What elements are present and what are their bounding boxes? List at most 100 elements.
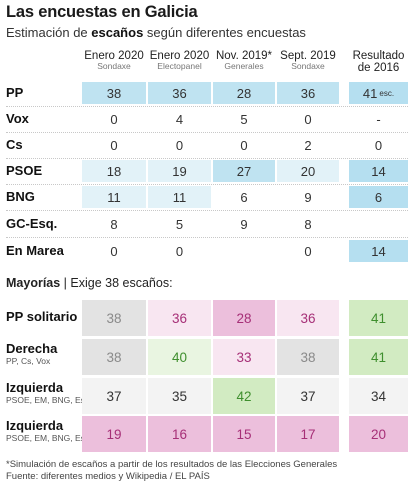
cell-value: 28 bbox=[236, 85, 252, 101]
cell-value: 36 bbox=[172, 85, 187, 101]
cell-value: 40 bbox=[171, 349, 188, 365]
cell-value: 16 bbox=[171, 426, 188, 442]
table-cell bbox=[349, 213, 408, 235]
table-cell: 36 bbox=[277, 82, 339, 104]
table-cell: 6 bbox=[213, 186, 275, 208]
cell-value: 2 bbox=[304, 137, 312, 153]
row-divider bbox=[6, 132, 408, 133]
cell-value: 19 bbox=[106, 426, 122, 442]
cell-value: 0 bbox=[110, 137, 118, 153]
table-cell: 8 bbox=[82, 213, 146, 235]
cell-value: 17 bbox=[300, 426, 316, 442]
column-header: Sept. 2019 Sondaxe bbox=[277, 50, 339, 71]
row-divider bbox=[6, 237, 408, 238]
cell-value: 38 bbox=[106, 85, 122, 101]
majority-cell: 28 bbox=[213, 300, 275, 336]
cell-value: 11 bbox=[107, 189, 121, 205]
table-cell: 4 bbox=[148, 108, 211, 130]
party-label: Vox bbox=[6, 111, 29, 126]
majority-cell: 38 bbox=[277, 339, 339, 375]
majority-composition: PSOE, EM, BNG, Esq. bbox=[6, 433, 92, 443]
table-cell: 0 bbox=[277, 240, 339, 262]
cell-value: 15 bbox=[236, 426, 252, 442]
majority-label: PP solitario bbox=[6, 309, 77, 324]
majority-cell: 37 bbox=[277, 378, 339, 414]
cell-value: 38 bbox=[106, 349, 122, 365]
column-header-label: Enero 2020 bbox=[149, 50, 210, 62]
majority-name: Izquierda bbox=[6, 418, 64, 433]
table-cell: 5 bbox=[213, 108, 275, 130]
table-cell: 9 bbox=[213, 213, 275, 235]
column-header-label: Nov. 2019* bbox=[215, 50, 273, 62]
majority-cell: 36 bbox=[277, 300, 339, 336]
table-cell: 0 bbox=[277, 108, 339, 130]
table-cell: - bbox=[349, 108, 408, 130]
majority-cell: 38 bbox=[82, 300, 146, 336]
majority-composition: PP, Cs, Vox bbox=[6, 356, 51, 366]
cell-value: 36 bbox=[171, 310, 188, 326]
majorities-note: | Exige 38 escaños: bbox=[60, 276, 173, 290]
cell-value: 0 bbox=[175, 137, 184, 153]
majority-cell: 38 bbox=[82, 339, 146, 375]
party-label: GC-Esq. bbox=[6, 216, 58, 231]
majority-name: Derecha bbox=[6, 341, 58, 356]
table-cell: 0 bbox=[82, 240, 146, 262]
column-header-label: Resultado de 2016 bbox=[352, 50, 405, 75]
cell-value: 6 bbox=[240, 189, 248, 205]
majority-cell: 17 bbox=[277, 416, 339, 452]
cell-value: 8 bbox=[110, 216, 118, 232]
majority-name: Izquierda bbox=[6, 380, 64, 395]
table-cell: 0 bbox=[82, 134, 146, 156]
majority-cell: 41 bbox=[349, 339, 408, 375]
cell-value: 41 bbox=[370, 310, 387, 326]
party-label: PSOE bbox=[6, 163, 43, 178]
subtitle-text-start: Estimación de bbox=[6, 25, 92, 40]
cell-value: 20 bbox=[300, 163, 316, 179]
subtitle-bold-word: escaños bbox=[91, 25, 144, 40]
table-cell: 2 bbox=[277, 134, 339, 156]
cell-value: 4 bbox=[175, 111, 184, 127]
cell-value: 37 bbox=[300, 388, 316, 404]
majority-composition: PSOE, EM, BNG, Esq. bbox=[6, 395, 92, 405]
table-cell: 36 bbox=[148, 82, 211, 104]
table-cell: 11 bbox=[148, 186, 211, 208]
page-subtitle: Estimación de escaños según diferentes e… bbox=[6, 25, 306, 40]
cell-value: 18 bbox=[106, 163, 122, 179]
cell-value: 35 bbox=[171, 388, 188, 404]
row-divider bbox=[6, 158, 408, 159]
party-label: En Marea bbox=[6, 243, 64, 258]
cell-value: 0 bbox=[110, 111, 118, 127]
table-cell: 14 bbox=[349, 240, 408, 262]
table-cell bbox=[213, 240, 275, 262]
majority-cell: 35 bbox=[148, 378, 211, 414]
subtitle-text-end: según diferentes encuestas bbox=[143, 25, 306, 40]
table-cell: 8 bbox=[277, 213, 339, 235]
table-cell: 27 bbox=[213, 160, 275, 182]
table-cell: 0 bbox=[82, 108, 146, 130]
majority-cell: 42 bbox=[213, 378, 275, 414]
footnote-source: Fuente: diferentes medios y Wikipedia / … bbox=[6, 471, 210, 482]
majority-cell: 34 bbox=[349, 378, 408, 414]
cell-value: 0 bbox=[240, 137, 248, 153]
column-header: Nov. 2019* Generales bbox=[213, 50, 275, 71]
cell-value: 42 bbox=[236, 388, 252, 404]
cell-value: 9 bbox=[304, 189, 312, 205]
column-header-source: Sondaxe bbox=[97, 61, 131, 72]
cell-value: 0 bbox=[374, 137, 383, 153]
table-cell: 5 bbox=[148, 213, 211, 235]
cell-value: 19 bbox=[172, 163, 187, 179]
table-cell: 14 bbox=[349, 160, 408, 182]
table-cell: 0 bbox=[148, 240, 211, 262]
majorities-heading: Mayorías | Exige 38 escaños: bbox=[6, 276, 173, 290]
cell-value: 0 bbox=[304, 111, 312, 127]
column-header-label: Enero 2020 bbox=[84, 50, 144, 62]
cell-value: - bbox=[376, 111, 381, 127]
majority-cell: 16 bbox=[148, 416, 211, 452]
cell-unit: esc. bbox=[379, 88, 395, 98]
column-header-label: Sept. 2019 bbox=[280, 50, 336, 62]
table-cell: 28 bbox=[213, 82, 275, 104]
majority-cell: 40 bbox=[148, 339, 211, 375]
row-divider bbox=[6, 184, 408, 185]
majority-cell: 36 bbox=[148, 300, 211, 336]
table-cell: 18 bbox=[82, 160, 146, 182]
